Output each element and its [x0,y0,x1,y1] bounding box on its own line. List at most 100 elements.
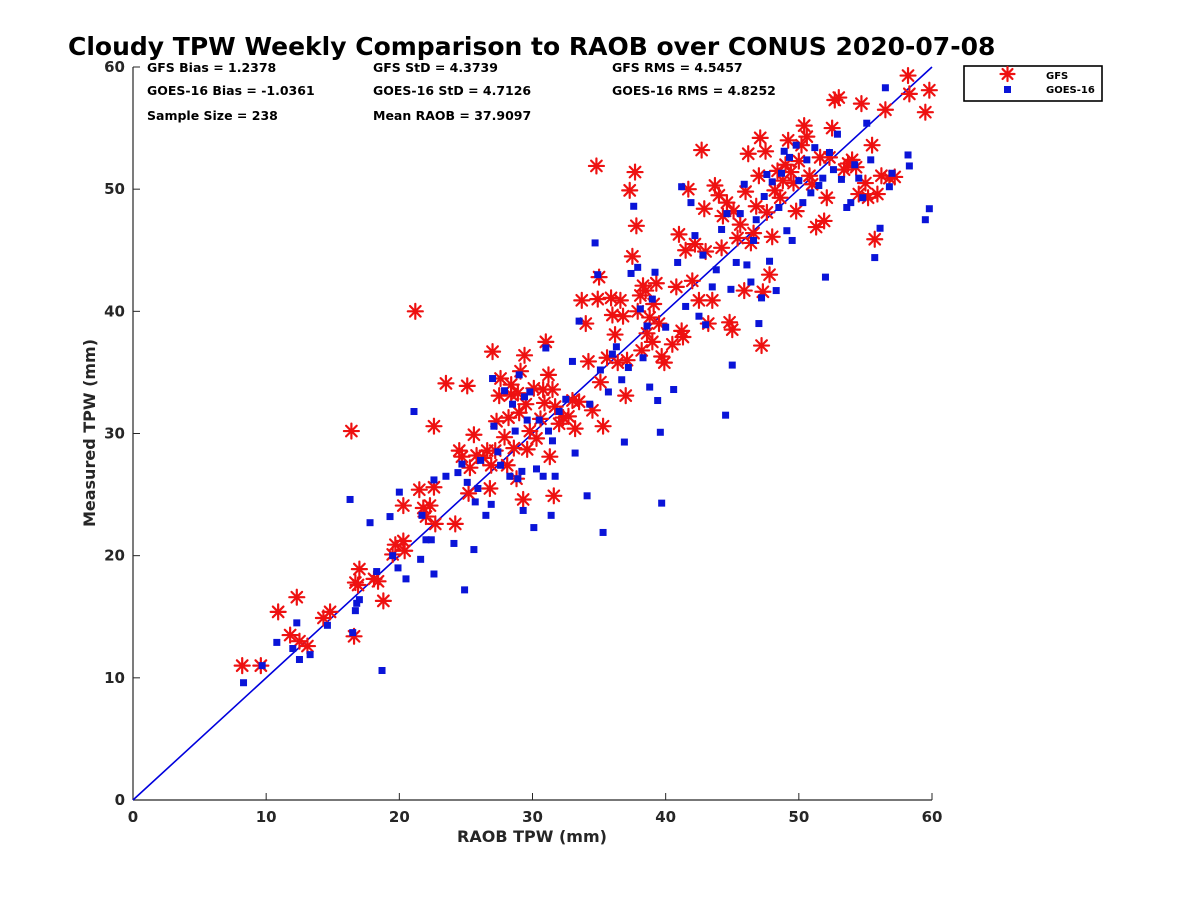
gfs-data-point [426,515,444,533]
gfs-data-point [611,291,629,309]
goes16-data-point [418,511,426,519]
chart-title: Cloudy TPW Weekly Comparison to RAOB ove… [68,32,995,61]
legend-gfs-label: GFS [1046,71,1068,82]
gfs-data-point [621,181,639,199]
gfs-data-point [459,484,478,502]
gfs-data-point [916,103,934,121]
gfs-data-point [695,200,713,218]
goes16-data-point [355,596,363,604]
goes16-data-point [702,321,710,329]
goes16-data-point [295,656,303,664]
goes16-data-point [454,469,462,477]
goes16-data-point [881,84,889,92]
gfs-data-point [514,490,532,509]
goes16-data-point [643,322,651,330]
y-tick-label: 10 [104,669,125,687]
gfs-data-point [482,456,500,474]
gfs-data-point [425,417,443,435]
goes16-data-point [624,364,632,372]
goes16-data-point [837,175,845,183]
goes16-data-point [722,411,730,419]
gfs-data-point [425,478,443,496]
goes16-data-point [825,149,833,157]
y-tick-label: 20 [104,547,125,565]
goes16-data-point [562,395,570,403]
goes16-data-point [532,465,540,473]
stat-goes-bias: GOES-16 Bias = -1.0361 [147,83,315,98]
goes16-data-point [482,511,490,519]
goes16-data-point [859,194,867,202]
x-tick-label: 0 [128,808,138,826]
y-tick-label: 50 [104,180,125,198]
goes16-data-point [847,199,855,207]
goes16-data-point [867,156,875,164]
goes16-data-point [490,422,498,430]
goes16-data-point [273,638,281,646]
goes16-data-point [636,305,644,313]
legend-gfs-asterisk [999,65,1016,83]
gfs-data-point [815,212,833,230]
gfs-data-point [510,404,528,422]
goes16-data-point [755,320,763,328]
gfs-data-point [756,142,775,160]
goes16-data-point [501,387,509,395]
gfs-data-point [587,157,606,175]
goes16-data-point [604,388,612,396]
gfs-data-point [498,456,516,474]
goes16-data-point [763,171,771,179]
goes16-data-point [530,524,538,532]
goes16-data-point [463,478,471,486]
goes16-data-point [422,536,430,544]
goes16-data-point [555,408,563,416]
goes16-data-point [656,428,664,436]
stat-gfs-std: GFS StD = 4.3739 [373,60,498,75]
gfs-data-point [606,325,624,344]
goes16-data-point [678,183,686,191]
stat-gfs-bias: GFS Bias = 1.2378 [147,60,276,75]
goes16-data-point [646,383,654,391]
goes16-data-point [736,210,744,218]
series-goes16-points [240,84,933,687]
goes16-data-point [821,273,829,281]
gfs-data-point [614,307,632,325]
gfs-data-point [735,281,753,300]
goes16-data-point [752,216,760,224]
goes16-data-point [509,400,517,408]
goes16-data-point [547,511,555,519]
gfs-data-point [703,291,721,309]
goes16-data-point [523,416,531,424]
goes16-data-point [674,258,682,266]
x-tick-label: 20 [389,808,410,826]
gfs-data-point [779,131,797,149]
gfs-data-point [288,588,306,606]
goes16-data-point [519,506,527,514]
gfs-data-point [527,429,546,447]
goes16-data-point [461,586,469,594]
goes16-data-point [695,312,703,320]
goes16-data-point [494,448,502,456]
goes16-data-point [723,210,731,218]
gfs-data-point [655,354,673,372]
goes16-data-point [544,427,552,435]
goes16-data-point [575,317,583,325]
gfs-data-point [900,85,918,103]
goes16-data-point [535,416,543,424]
gfs-data-point [758,203,776,221]
gfs-data-point [446,515,464,533]
gfs-data-point [490,387,508,405]
goes16-data-point [395,488,403,496]
goes16-data-point [819,174,827,182]
gfs-data-point [686,235,704,253]
stat-gfs-rms: GFS RMS = 4.5457 [612,60,743,75]
goes16-data-point [799,199,807,207]
y-tick-label: 60 [104,58,125,76]
gfs-data-point [369,572,387,590]
gfs-data-point [573,291,591,309]
goes16-data-point [727,285,735,293]
gfs-data-point [723,321,741,339]
goes16-data-point [289,645,297,653]
gfs-data-point [693,141,711,159]
goes16-data-point [905,162,913,170]
goes16-data-point [511,427,519,435]
